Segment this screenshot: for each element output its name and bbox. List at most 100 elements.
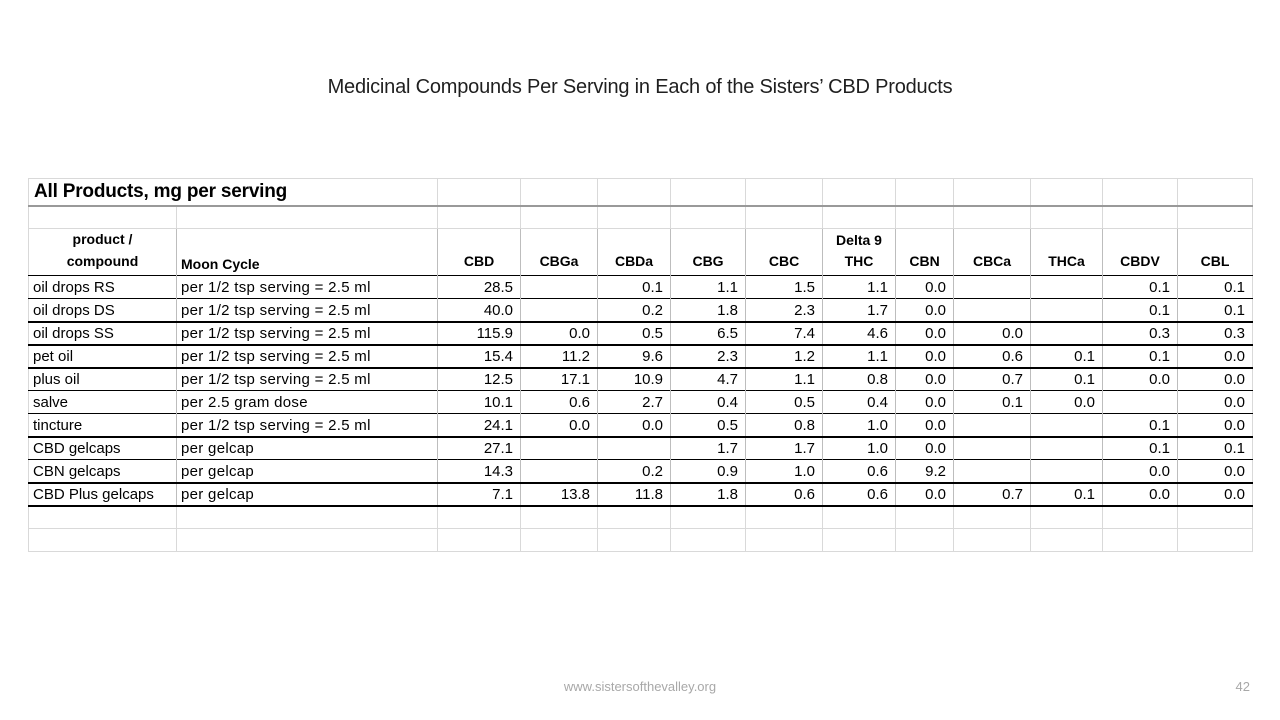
grid-cell (822, 528, 896, 552)
serving-cell: per gelcap (175, 459, 438, 483)
banner-row: All Products, mg per serving (28, 178, 1253, 206)
value-cell: 24.1 (437, 413, 521, 437)
value-cell: 0.0 (597, 413, 671, 437)
grid-cell (29, 506, 177, 529)
grid-cell (29, 206, 177, 229)
compound-header-cell: CBC (745, 228, 823, 276)
value-cell: 0.0 (895, 344, 954, 368)
value-cell: 14.3 (437, 459, 521, 483)
value-cell: 1.2 (745, 344, 823, 368)
value-cell: 9.2 (895, 459, 954, 483)
compound-header-cell: CBGa (520, 228, 598, 276)
value-cell: 7.4 (745, 321, 823, 345)
value-cell: 4.6 (822, 321, 896, 345)
value-cell: 0.0 (1102, 482, 1178, 506)
value-cell: 1.1 (745, 367, 823, 391)
table-row: oil drops SS per 1/2 tsp serving = 2.5 ml… (28, 321, 1253, 345)
grid-cell (175, 505, 438, 529)
table-row: pet oil per 1/2 tsp serving = 2.5 ml 15.4 1… (28, 344, 1253, 368)
value-cell: 0.1 (1030, 344, 1103, 368)
grid-cell (437, 205, 521, 229)
compound-header-cell: CBN (895, 228, 954, 276)
value-cell: 0.0 (895, 367, 954, 391)
grid-cell (1102, 205, 1178, 229)
empty-row (28, 205, 1253, 229)
value-cell (520, 436, 598, 460)
serving-cell: per 1/2 tsp serving = 2.5 ml (175, 298, 438, 322)
serving-cell: per 2.5 gram dose (175, 390, 438, 414)
value-cell: 0.0 (895, 482, 954, 506)
value-cell: 0.1 (1102, 344, 1178, 368)
value-cell: 1.7 (745, 436, 823, 460)
product-cell: tincture (33, 416, 83, 434)
compound-header-cell: CBL (1177, 228, 1253, 276)
value-cell: 0.6 (745, 482, 823, 506)
value-cell (1030, 436, 1103, 460)
value-cell: 0.1 (1102, 413, 1178, 437)
grid-cell (437, 505, 521, 529)
value-cell: 1.7 (822, 298, 896, 322)
serving-cell: per 1/2 tsp serving = 2.5 ml (175, 275, 438, 299)
value-cell: 2.7 (597, 390, 671, 414)
value-cell: 10.9 (597, 367, 671, 391)
grid-cell (1030, 178, 1103, 206)
compound-header-cell: THCa (1030, 228, 1103, 276)
grid-cell (597, 178, 671, 206)
value-cell (1030, 459, 1103, 483)
product-cell: oil drops RS (33, 278, 115, 296)
value-cell: 0.1 (1177, 275, 1253, 299)
value-cell: 17.1 (520, 367, 598, 391)
value-cell: 0.5 (745, 390, 823, 414)
grid-cell (597, 528, 671, 552)
serving-cell: per 1/2 tsp serving = 2.5 ml (175, 321, 438, 345)
value-cell (597, 436, 671, 460)
grid-cell (175, 205, 438, 229)
empty-row (28, 528, 1253, 552)
value-cell: 0.1 (1030, 367, 1103, 391)
value-cell: 0.4 (670, 390, 746, 414)
value-cell: 0.0 (895, 413, 954, 437)
value-cell (953, 436, 1031, 460)
value-cell: 0.0 (1177, 390, 1253, 414)
compound-header-cell: CBCa (953, 228, 1031, 276)
serving-cell: per 1/2 tsp serving = 2.5 ml (175, 367, 438, 391)
value-cell (953, 275, 1031, 299)
grid-cell (1177, 528, 1253, 552)
value-cell: 0.1 (1030, 482, 1103, 506)
value-cell: 0.0 (1177, 413, 1253, 437)
value-cell: 0.5 (597, 321, 671, 345)
grid-cell (520, 505, 598, 529)
value-cell: 0.0 (953, 321, 1031, 345)
value-cell: 9.6 (597, 344, 671, 368)
compound-header-cell: CBDa (597, 228, 671, 276)
grid-cell (1102, 528, 1178, 552)
product-compound-header-cell: product / compound (66, 231, 139, 269)
grid-cell (745, 178, 823, 206)
value-cell: 0.0 (1102, 459, 1178, 483)
grid-cell (1030, 505, 1103, 529)
value-cell: 0.0 (520, 413, 598, 437)
value-cell (1102, 390, 1178, 414)
grid-cell (895, 178, 954, 206)
value-cell: 11.2 (520, 344, 598, 368)
value-cell: 0.0 (895, 436, 954, 460)
value-cell: 0.0 (1177, 344, 1253, 368)
value-cell: 0.2 (597, 459, 671, 483)
grid-cell (437, 528, 521, 552)
value-cell: 0.3 (1177, 321, 1253, 345)
value-cell: 0.0 (895, 390, 954, 414)
value-cell: 1.0 (822, 413, 896, 437)
value-cell: 0.0 (1030, 390, 1103, 414)
table-row: CBD Plus gelcaps per gelcap 7.1 13.8 11.8 1.8… (28, 482, 1253, 506)
value-cell: 0.8 (822, 367, 896, 391)
value-cell: 0.1 (1102, 436, 1178, 460)
value-cell: 1.0 (822, 436, 896, 460)
value-cell: 0.3 (1102, 321, 1178, 345)
product-cell: plus oil (33, 371, 80, 389)
value-cell: 0.1 (953, 390, 1031, 414)
value-cell: 0.1 (1102, 275, 1178, 299)
value-cell: 1.1 (670, 275, 746, 299)
grid-cell (1177, 205, 1253, 229)
value-cell: 13.8 (520, 482, 598, 506)
compound-header-cell: CBG (670, 228, 746, 276)
